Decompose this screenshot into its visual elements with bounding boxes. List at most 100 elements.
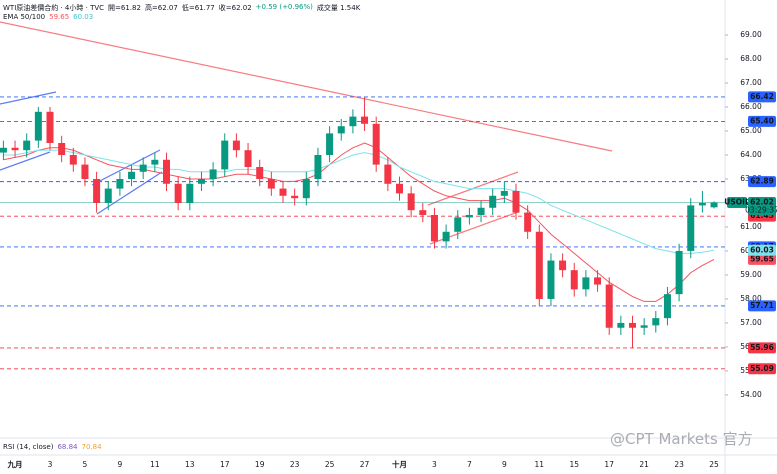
candle-body [384,164,392,184]
level-label: 55.96 [750,343,774,352]
rsi-value: 68.84 [57,443,78,451]
level-label-box [748,176,776,188]
candle-body [58,143,66,155]
level-label-box [748,91,776,103]
trend-line [0,91,57,105]
x-tick-label: 3 [432,460,437,469]
level-label: 61.45 [750,211,774,220]
ema-axis-label-box [748,244,776,256]
candle-body [139,164,147,172]
x-tick-label: 九月 [7,459,23,469]
candle-body [151,159,159,165]
ohlc: 收=62.02 [218,4,252,12]
x-tick-label: 21 [639,460,649,469]
indicator-name: EMA 50/100 [3,13,46,21]
candle-body [442,231,450,242]
candle-body [372,123,380,165]
level-label: 55.09 [750,364,774,373]
x-tick-label: 17 [604,460,614,469]
x-tick-label: 25 [325,460,335,469]
candle-body [524,212,532,232]
candle-body [279,188,287,196]
candle-body [0,147,7,153]
x-tick-label: 13 [185,460,195,469]
candle-body [221,140,229,170]
rsi-value: 70.84 [81,443,102,451]
candle-body [430,214,438,242]
header: WTI原油差價合約 · 4小時 · TVC 開=61.82 高=62.07 低=… [3,3,360,13]
candle-body [349,116,357,127]
ohlc: 高=62.07 [144,4,178,12]
y-tick-label: 68.00 [740,54,762,63]
change: +0.59 (+0.96%) [255,3,313,11]
ema-axis-label: 60.03 [750,245,774,254]
y-tick-label: 65.00 [740,126,762,135]
candle-body [477,207,485,215]
ema100-value: 60.03 [73,13,94,21]
candle-body [559,260,567,271]
x-tick-label: 17 [220,460,230,469]
candle-body [104,188,112,203]
candle-body [69,154,77,165]
candle-body [11,147,19,151]
x-tick-label: 23 [290,460,300,469]
x-tick-label: 5 [83,460,88,469]
candle-body [326,133,334,155]
drawings [0,21,613,245]
ema-axis-label-box [748,253,776,265]
x-tick-label: 十月 [392,459,407,469]
candle-body [337,126,345,134]
level-label-box [748,300,776,312]
x-tick-label: 25 [709,460,719,469]
candle-body [489,195,497,208]
y-tick-label: 64.00 [740,150,762,159]
candle-body [128,171,136,179]
candle-body [174,183,182,203]
x-tick-label: 11 [150,460,160,469]
candle-body [267,178,275,189]
y-tick-label: 54.00 [740,390,762,399]
candle-body [256,166,264,179]
candle-body [163,159,170,184]
candle-body [535,231,543,299]
candle-body [314,154,322,179]
candle-body [675,250,683,295]
price-label: 62.02 [750,198,774,207]
x-tick-label: 15 [569,460,579,469]
candle-body [46,111,54,144]
candle-body [23,140,31,151]
candle-body [617,322,625,328]
x-tick-label: 19 [255,460,265,469]
x-tick-label: 11 [535,460,545,469]
candle-body [209,169,217,179]
indicator-legend: EMA 50/100 59.65 60.03 [3,13,93,21]
ohlc: 開=61.82 [108,4,141,12]
y-tick-label: 58.00 [740,294,762,303]
rsi-legend: RSI (14, close) 68.84 70.84 [3,443,102,451]
y-tick-label: 57.00 [740,318,762,327]
rsi-label: RSI (14, close) [3,443,54,451]
x-tick-label: 27 [360,460,370,469]
candle-body [407,193,415,211]
symbol-title: WTI原油差價合約 · 4小時 · TVC [3,4,105,12]
trend-line [0,151,51,171]
y-tick-label: 69.00 [740,30,762,39]
candle-body [93,178,101,203]
candle-body [640,325,648,328]
y-tick-label: 61.00 [740,222,762,231]
ema-line [3,149,715,254]
ema50-value: 59.65 [49,13,70,21]
x-tick-label: 3 [48,460,53,469]
level-label: 66.42 [750,92,774,101]
candle-body [687,205,695,251]
ohlc: 低=61.77 [181,4,215,12]
ema-line [3,142,715,302]
trend-line [91,149,161,186]
candle-body [570,270,578,290]
candle-body [594,277,602,285]
candle-body [698,202,706,206]
candle-body [500,190,508,196]
candle-body [663,294,671,319]
volume: 成交量 1.54K [316,4,361,12]
